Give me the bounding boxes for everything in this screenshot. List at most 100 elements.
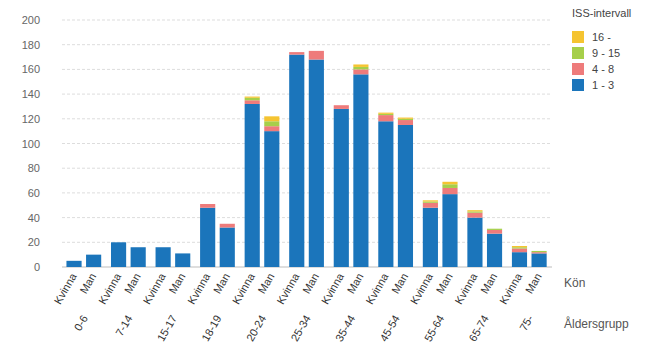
bar-segment: [423, 208, 438, 267]
bar-segment: [398, 120, 413, 125]
bar-segment: [264, 131, 279, 267]
x-tick-label: Man: [389, 271, 410, 296]
x-tick-label: Kvinna: [274, 270, 302, 306]
bar-segment: [200, 208, 215, 267]
y-tick-label: 0: [34, 261, 40, 273]
group-axis-title: Åldersgrupp: [564, 316, 629, 331]
y-tick-label: 160: [22, 63, 40, 75]
bar-segment: [86, 255, 101, 267]
grid-line: [62, 69, 552, 70]
y-tick-label: 20: [28, 236, 40, 248]
grid-line: [62, 94, 552, 95]
grid-line: [62, 168, 552, 169]
x-tick-label: Kvinna: [452, 270, 480, 306]
legend-label: 9 - 15: [592, 47, 620, 59]
x-tick-label: Kvinna: [408, 270, 436, 306]
x-tick-label: Kvinna: [96, 270, 124, 306]
bar-segment: [334, 109, 349, 267]
group-label: 7-14: [113, 313, 134, 338]
bar-segment: [423, 202, 438, 203]
bar-segment: [532, 253, 547, 267]
bar-segment: [398, 125, 413, 267]
legend-label: 1 - 3: [592, 79, 614, 91]
bar-segment: [245, 100, 260, 104]
y-tick-label: 200: [22, 14, 40, 26]
y-tick-label: 140: [22, 88, 40, 100]
grid-line: [62, 143, 552, 144]
bar-segment: [156, 247, 171, 267]
x-tick-label: Kvinna: [363, 270, 391, 306]
bar-segment: [487, 234, 502, 267]
bar-segment: [353, 69, 368, 74]
bar-segment: [467, 213, 482, 218]
group-label: 20-24: [244, 313, 268, 343]
y-tick-label: 80: [28, 162, 40, 174]
bar-segment: [264, 121, 279, 126]
bar-segment: [334, 105, 349, 109]
bar-segment: [245, 98, 260, 100]
bar-segment: [423, 203, 438, 208]
y-tick-label: 120: [22, 113, 40, 125]
bar-segment: [512, 252, 527, 267]
bar-segment: [378, 113, 393, 114]
x-axis-title: Kön: [564, 276, 585, 290]
bar-segment: [378, 121, 393, 267]
bar-segment: [245, 104, 260, 267]
bar-segment: [264, 126, 279, 131]
bar-segment: [442, 194, 457, 267]
legend-swatch: [572, 31, 584, 43]
bar-segment: [131, 247, 146, 267]
group-label: 15-17: [155, 313, 179, 343]
x-tick-label: Kvinna: [230, 270, 258, 306]
bar-segment: [442, 182, 457, 184]
y-tick-label: 180: [22, 39, 40, 51]
x-tick-label: Kvinna: [52, 270, 80, 306]
bar-segment: [111, 242, 126, 267]
x-tick-label: Man: [345, 271, 366, 296]
grid-line: [62, 192, 552, 193]
x-tick-label: Kvinna: [497, 270, 525, 306]
bar-segment: [378, 115, 393, 121]
x-tick-label: Man: [211, 271, 232, 296]
x-tick-label: Kvinna: [141, 270, 169, 306]
x-tick-label: Man: [255, 271, 276, 296]
bar-segment: [220, 227, 235, 267]
legend-swatch: [572, 47, 584, 59]
bar-segment: [264, 116, 279, 121]
grid-line: [62, 20, 552, 21]
x-tick-label: Man: [122, 271, 143, 296]
bar-segment: [398, 118, 413, 119]
x-tick-label: Kvinna: [319, 270, 347, 306]
bar-segment: [378, 114, 393, 115]
x-tick-label: Man: [300, 271, 321, 296]
legend-title: ISS-intervall: [572, 7, 631, 19]
group-label: 75-: [517, 313, 536, 333]
bar-segment: [512, 248, 527, 252]
bar-segment: [200, 204, 215, 208]
bar-segment: [532, 252, 547, 253]
group-label: 45-54: [377, 313, 401, 343]
bar-segment: [467, 210, 482, 211]
x-tick-label: Man: [478, 271, 499, 296]
y-tick-label: 60: [28, 187, 40, 199]
y-tick-label: 100: [22, 138, 40, 150]
group-label: 25-34: [288, 313, 312, 343]
bar-segment: [353, 74, 368, 267]
x-tick-label: Man: [77, 271, 98, 296]
bar-segment: [487, 230, 502, 234]
legend-swatch: [572, 63, 584, 75]
x-tick-label: Man: [523, 271, 544, 296]
bar-segment: [175, 253, 190, 267]
legend-swatch: [572, 79, 584, 91]
bar-segment: [487, 229, 502, 230]
x-tick-label: Kvinna: [185, 270, 213, 306]
bar-segment: [353, 64, 368, 66]
legend-label: 4 - 8: [592, 63, 614, 75]
grid-line: [62, 118, 552, 119]
bar-segment: [512, 246, 527, 247]
grid-line: [62, 44, 552, 45]
bar-segment: [442, 184, 457, 188]
bar-segment: [220, 224, 235, 228]
x-tick-label: Man: [166, 271, 187, 296]
bar-segment: [309, 60, 324, 267]
